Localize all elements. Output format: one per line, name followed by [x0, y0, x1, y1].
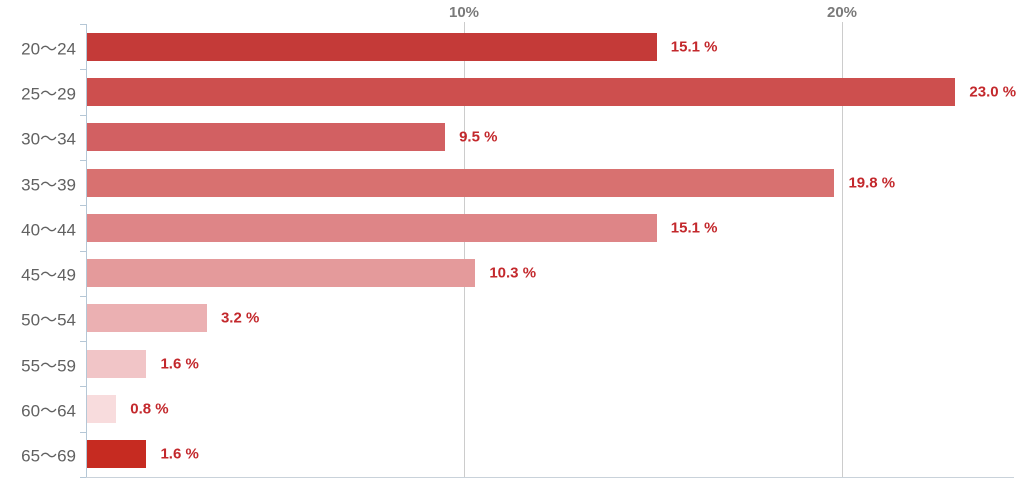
y-axis-tick	[80, 341, 86, 343]
value-label: 9.5 %	[459, 128, 498, 146]
y-axis-tick	[80, 295, 86, 297]
category-label: 55〜59	[21, 356, 76, 376]
x-tick-label: 10%	[448, 4, 480, 21]
category-label: 65〜69	[21, 446, 76, 466]
category-label: 40〜44	[21, 220, 76, 240]
y-axis-tick	[80, 69, 86, 71]
y-axis-tick	[80, 431, 86, 433]
value-label: 10.3 %	[489, 264, 537, 282]
y-axis-tick	[80, 477, 86, 478]
value-label: 3.2 %	[220, 309, 260, 327]
y-axis-tick	[80, 114, 86, 116]
y-axis-tick	[80, 386, 86, 388]
category-label: 45〜49	[21, 265, 76, 285]
bar	[86, 440, 147, 469]
category-label: 50〜54	[21, 310, 76, 330]
bar	[86, 395, 117, 424]
category-label: 60〜64	[21, 401, 76, 421]
bar	[86, 168, 835, 197]
bar	[86, 32, 657, 61]
value-label: 1.6 %	[160, 445, 199, 463]
category-label: 25〜29	[21, 84, 76, 104]
y-axis-line	[86, 24, 87, 477]
category-label: 35〜39	[21, 175, 76, 195]
value-label: 15.1 %	[670, 38, 718, 56]
gridline-10	[464, 22, 465, 477]
value-label: 19.8 %	[848, 174, 896, 192]
category-label: 20〜24	[21, 39, 76, 59]
y-axis-tick	[80, 250, 86, 252]
bar	[86, 77, 956, 106]
value-label: 1.6 %	[160, 355, 199, 373]
bar	[86, 123, 446, 152]
x-tick-label: 20%	[826, 4, 858, 21]
category-label: 30〜34	[21, 129, 76, 149]
y-axis-tick	[80, 24, 86, 25]
value-label: 0.8 %	[130, 400, 169, 418]
bar	[86, 304, 207, 333]
gridline-20	[842, 22, 843, 477]
value-label: 23.0 %	[969, 83, 1017, 101]
x-axis-line	[86, 477, 1014, 478]
bar	[86, 259, 476, 288]
value-label: 15.1 %	[670, 219, 718, 237]
y-axis-tick	[80, 205, 86, 207]
bar	[86, 349, 147, 378]
bar	[86, 213, 657, 242]
y-axis-tick	[80, 159, 86, 161]
